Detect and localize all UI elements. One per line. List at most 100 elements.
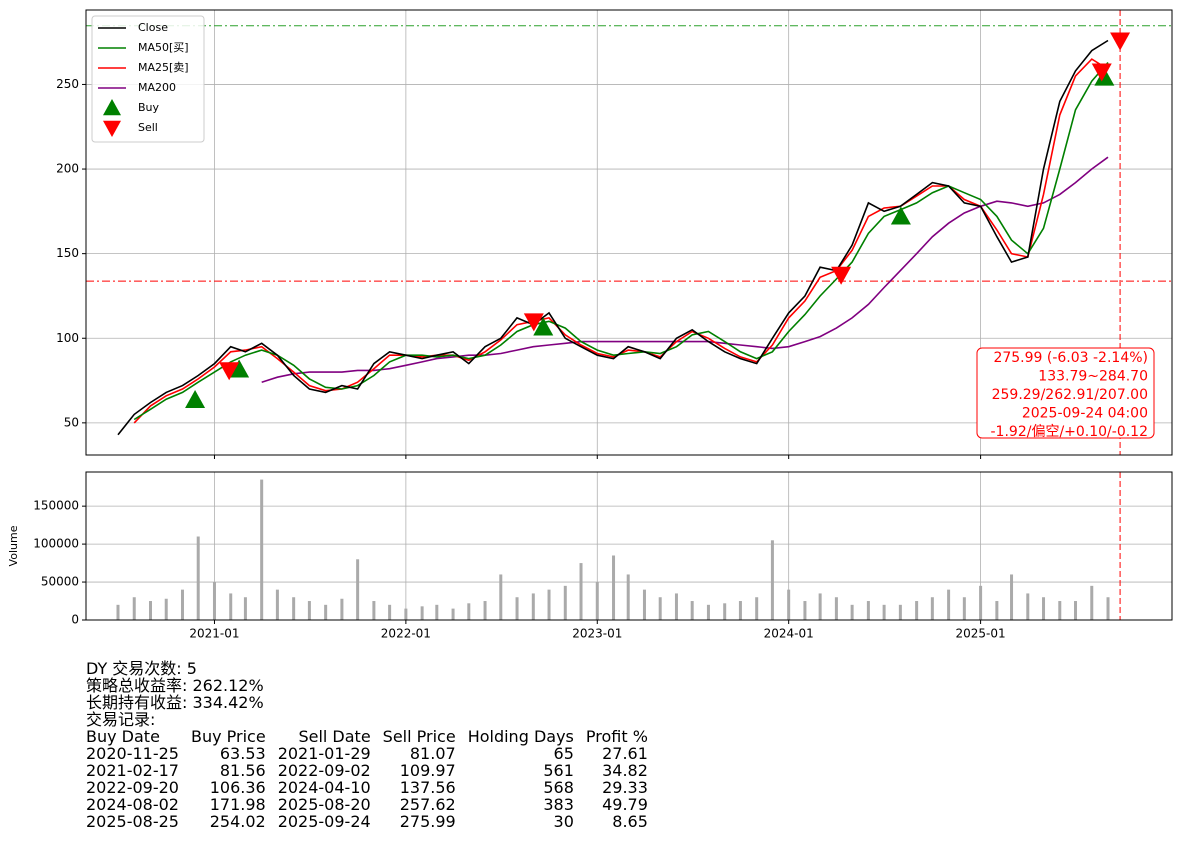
table-cell: 27.61 [602, 744, 648, 763]
column-header: Sell Price [382, 727, 456, 746]
x-tick-label: 2022-01 [381, 627, 431, 641]
volume-bar [1074, 601, 1078, 620]
table-cell: 2025-09-24 [277, 812, 371, 831]
volume-bar [915, 601, 919, 620]
volume-bar [595, 582, 599, 620]
volume-bar [307, 601, 311, 620]
table-cell: 2025-08-20 [277, 795, 371, 814]
report: DY 交易次数: 5 策略总收益率: 262.12% 长期持有收益: 334.42%… [86, 660, 648, 830]
volume-bar [706, 604, 710, 620]
volume-bar [642, 589, 646, 620]
volume-bar [995, 601, 999, 620]
table-cell: 8.65 [612, 812, 648, 831]
table-row: 2025-08-25 254.02 2025-09-24 275.99 30 8.65 [86, 813, 648, 830]
volume-bar [1010, 574, 1014, 620]
table-body: 2020-11-25 63.53 2021-01-29 81.07 65 27.61 202… [86, 745, 648, 830]
table-cell: 34.82 [602, 761, 648, 780]
series-line [117, 39, 1109, 436]
annotation-text: 2025-09-24 04:00 [1022, 406, 1148, 422]
volume-bar [148, 601, 152, 620]
legend-swatch [103, 99, 121, 116]
volume-bar [164, 598, 168, 620]
annotation-text: -1.92/偏空/+0.10/-0.12 [991, 424, 1149, 440]
volume-bar [674, 593, 678, 620]
table-row: 2024-08-02 171.98 2025-08-20 257.62 383 49.79 [86, 796, 648, 813]
legend-label: Buy [138, 101, 160, 114]
x-tick-label: 2025-01 [956, 627, 1006, 641]
volume-bar [1042, 597, 1046, 620]
volume-bar [818, 593, 822, 620]
legend-label: Close [138, 21, 168, 34]
y-tick-label: 150 [56, 246, 79, 260]
volume-bar [212, 582, 216, 620]
volume-bar [1058, 601, 1062, 620]
volume-bar [515, 597, 519, 620]
column-header: Holding Days [467, 727, 574, 746]
legend-label: Sell [138, 121, 158, 134]
volume-bar [947, 589, 951, 620]
annotation-text: 259.29/262.91/207.00 [992, 387, 1148, 403]
trade-marker [185, 389, 206, 408]
volume-bar [404, 608, 408, 620]
column-header: Profit % [585, 727, 648, 746]
table-cell: 568 [543, 778, 574, 797]
trade-marker [523, 313, 544, 332]
volume-bar [275, 589, 279, 620]
legend-swatch [103, 120, 121, 137]
volume-bar [612, 555, 616, 620]
table-cell: 49.79 [602, 795, 648, 814]
volume-bar [483, 601, 487, 620]
x-tick-label: 2023-01 [572, 627, 622, 641]
summary-line: 策略总收益率: 262.12% [86, 676, 264, 695]
table-cell: 81.07 [409, 744, 456, 763]
plot-frame [85, 9, 1173, 456]
volume-bar [116, 604, 120, 620]
table-cell: 2025-08-25 [86, 812, 179, 831]
trade-marker [229, 359, 250, 378]
volume-bar [243, 597, 247, 620]
table-cell: 29.33 [602, 778, 648, 797]
legend-label: MA25[卖] [138, 61, 189, 74]
plot-frame [85, 471, 1173, 621]
trade-marker [1110, 32, 1131, 51]
table-cell: 106.36 [209, 778, 266, 797]
volume-bar [435, 604, 439, 620]
table-cell: 2021-02-17 [86, 761, 179, 780]
trade-marker [219, 362, 240, 381]
volume-bar [882, 604, 886, 620]
table-row: 2022-09-20 106.36 2024-04-10 137.56 568 29.33 [86, 779, 648, 796]
volume-bar [340, 598, 344, 620]
series-line [133, 61, 1109, 421]
x-tick-label: 2024-01 [764, 627, 814, 641]
volume-bar [579, 563, 583, 620]
y-tick-label: 200 [56, 162, 79, 176]
table-cell: 2024-08-02 [86, 795, 179, 814]
volume-bar [324, 604, 328, 620]
x-tick-label: 2021-01 [189, 627, 239, 641]
volume-bar [1090, 585, 1094, 620]
table-cell: 137.56 [399, 778, 456, 797]
volume-bar [420, 606, 424, 620]
annotation-text: 275.99 (-6.03 -2.14%) [993, 350, 1148, 366]
table-cell: 65 [553, 744, 574, 763]
volume-bar [260, 479, 264, 620]
legend-label: MA50[买] [138, 41, 189, 54]
volume-bar [388, 604, 392, 620]
volume-bar [658, 597, 662, 620]
column-header: Buy Price [190, 727, 266, 746]
volume-bar [755, 597, 759, 620]
volume-bar [787, 589, 791, 620]
table-cell: 275.99 [399, 812, 456, 831]
volume-bar [979, 585, 983, 620]
table-cell: 383 [543, 795, 574, 814]
volume-bar [451, 608, 455, 620]
table-cell: 2020-11-25 [86, 744, 179, 763]
trades-table: Buy Date Buy Price Sell Date Sell Price Hold… [86, 728, 648, 830]
volume-bar [1026, 593, 1030, 620]
volume-bar [467, 603, 471, 620]
volume-bar [1106, 597, 1110, 620]
volume-bar [930, 597, 934, 620]
volume-bar [547, 589, 551, 620]
chart: 2021-01 2022-01 2023-01 2024-01 2025-01 50 100… [7, 9, 1173, 641]
volume-bar [690, 601, 694, 620]
